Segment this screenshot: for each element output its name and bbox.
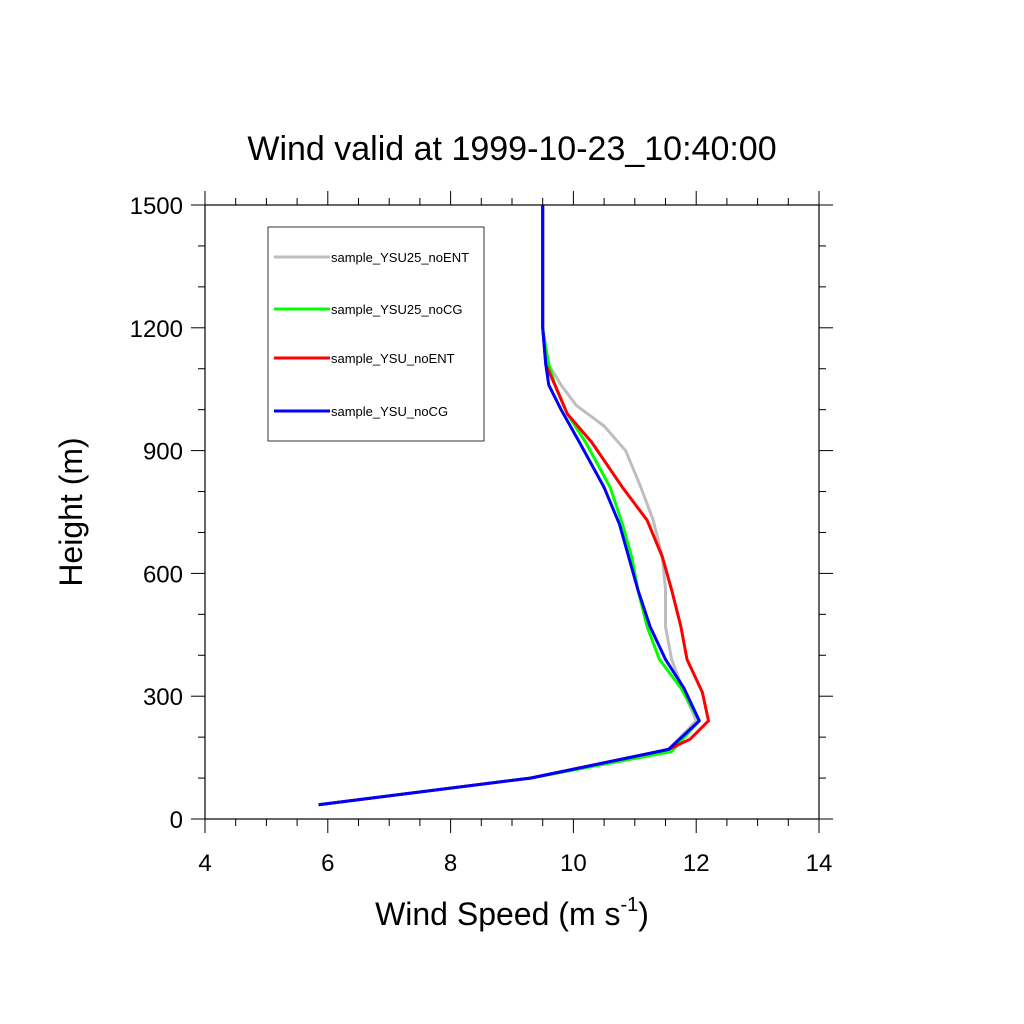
legend-label: sample_YSU25_noENT [331,250,469,265]
x-tick-label: 12 [683,850,710,877]
y-tick-label: 1500 [130,193,183,220]
x-tick-label: 14 [806,850,833,877]
legend-item: sample_YSU25_noENT [274,250,469,265]
legend-item: sample_YSU_noCG [274,404,448,419]
legend-label: sample_YSU25_noCG [331,302,463,317]
axis-ticks [191,191,833,833]
legend-item: sample_YSU_noENT [274,351,455,366]
legend-box [267,226,485,442]
x-tick-label: 10 [560,850,587,877]
series-lines [318,205,710,807]
y-axis-label: Height (m) [53,437,89,586]
y-tick-label: 0 [170,807,183,834]
x-axis-label: Wind Speed (m s-1) [375,894,649,932]
x-tick-label: 6 [321,850,334,877]
y-tick-label: 900 [143,439,183,466]
legend: sample_YSU25_noENT sample_YSU25_noCGsampl… [267,226,485,442]
legend-label: sample_YSU_noENT [331,351,455,366]
y-tick-label: 600 [143,561,183,588]
y-tick-labels: 0 300 600 900 1200 1500 [130,193,183,834]
legend-label: sample_YSU_noCG [331,404,448,419]
y-tick-label: 1200 [130,316,183,343]
legend-item: sample_YSU25_noCG [274,302,463,317]
x-tick-label: 4 [198,850,211,877]
x-tick-label: 8 [444,850,457,877]
series-line-sample_YSU_noENT [318,205,710,807]
plot-frame [204,204,820,820]
y-tick-label: 300 [143,684,183,711]
chart-title: Wind valid at 1999-10-23_10:40:00 [247,130,776,168]
series-line-sample_YSU_noCG [318,205,701,807]
x-tick-labels: 4 6 8 10 12 14 [198,850,832,877]
